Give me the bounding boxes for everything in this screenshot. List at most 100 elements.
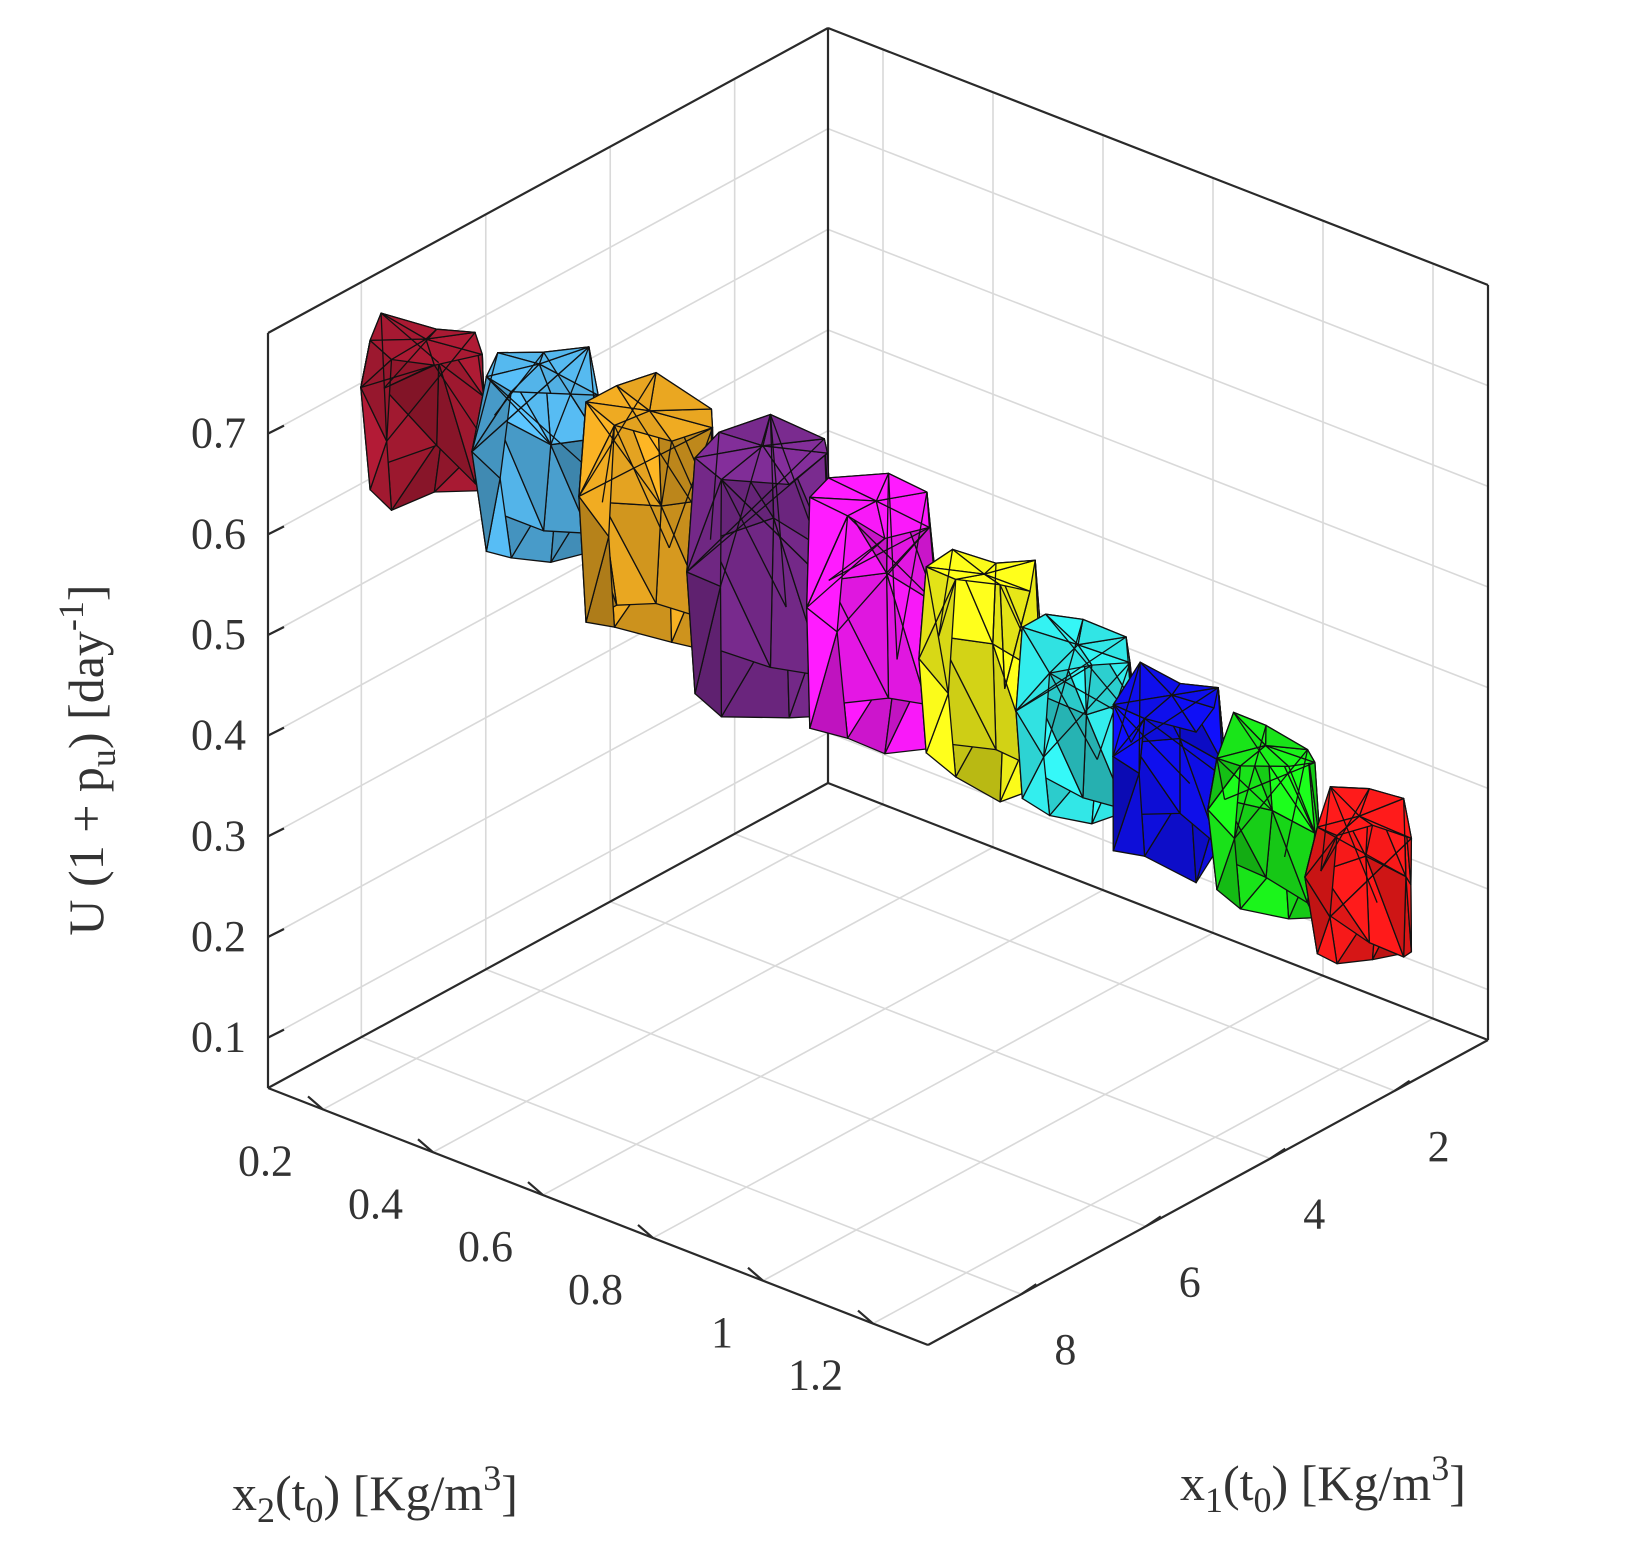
facet [585,401,651,426]
mesh-line [1138,718,1146,774]
mesh-line [1112,704,1191,784]
z-axis-title-sup: -1 [51,601,91,631]
mesh-line [578,372,657,497]
facet [1021,626,1079,674]
z-tick-mark [267,726,285,737]
mesh-line [613,425,670,549]
z-tick-label: 0.3 [191,811,246,860]
grid-line-x2-floor [322,803,884,1111]
box-edge [267,27,829,334]
x-axis-title: x1(t0) [Kg/m3] [1180,1448,1466,1520]
grid-line-z-right-wall [827,329,1489,588]
facet [925,566,985,581]
mesh-line [925,566,949,694]
mesh-line [1283,749,1309,858]
mesh-line [709,432,720,540]
facet [648,371,713,412]
solids-layer [360,312,1413,965]
x1-tick-label: 2 [1428,1122,1450,1171]
mesh-line [1138,662,1141,774]
mesh-line [1233,725,1267,839]
mesh-line [720,479,787,608]
facet [1112,694,1173,720]
mesh-line [1004,591,1031,689]
mesh-line [578,427,713,497]
x1-tick-mark [1020,1283,1037,1296]
grid-line-x1-floor [609,900,1271,1160]
z-tick-mark [267,424,285,435]
mesh-line [1329,837,1412,918]
mesh-line [386,332,476,442]
x1-tick-mark [1269,1147,1286,1160]
grid-line-x2-floor [542,889,1104,1196]
mesh-line [1234,749,1309,839]
mesh-line [938,579,957,637]
facet [485,363,540,393]
mesh-line [494,351,545,416]
mesh-line [769,414,787,608]
grid-line-x2-floor [432,846,994,1153]
mesh-line [1207,765,1241,810]
mesh-line [360,364,435,389]
mesh-line [896,491,928,660]
mesh-line [1224,761,1316,801]
mesh-line [1233,712,1316,834]
mesh-line [1207,758,1218,810]
grid-line-x1-floor [485,968,1147,1228]
grid-line-z-right-wall [827,127,1489,387]
mesh-line [360,340,371,388]
mesh-line [806,515,849,608]
mesh-line [1085,665,1093,715]
grid-line-x2-floor [872,1017,1434,1325]
mesh-line [769,414,775,519]
x2-tick-label: 0.2 [238,1136,293,1185]
z-axis-title-sub: u [83,749,123,767]
z-tick-mark [267,626,285,636]
mesh-line [887,473,898,660]
solid-series-2 [1112,661,1228,884]
mesh-line [578,401,587,497]
mesh-line [1403,798,1407,877]
mesh-line [1288,766,1321,847]
mesh-line [1216,757,1273,811]
grid-line-z-left-wall [267,731,829,1039]
x2-tick-mark [527,1181,544,1196]
mesh-line [1112,704,1132,743]
x2-tick-label: 1.2 [788,1351,843,1400]
y-axis-title: x2(t0) [Kg/m3] [232,1458,518,1530]
facet [809,496,877,517]
mesh-line [383,364,435,389]
solid-series-7 [578,371,716,653]
box-edge [827,781,1489,1042]
x2-tick-mark [857,1309,874,1325]
mesh-line [1015,664,1093,712]
box-edge [827,26,1489,287]
mesh-line [1112,687,1219,758]
z-tick-label: 0.7 [191,409,246,458]
x1-tick-mark [1145,1215,1162,1228]
mesh-line [585,401,662,507]
mesh-line [1329,786,1378,903]
x2-tick-mark [747,1266,764,1282]
grid-line-x1-floor [361,1036,1022,1295]
mesh-line [836,526,930,633]
facet [1264,724,1309,751]
z-axis-title: U (1 + pu) [day-1] [51,584,123,935]
mesh-line [1112,661,1141,757]
grid-line-x2-floor [652,932,1214,1239]
mesh-line [686,438,825,573]
grid-line-z-right-wall [827,429,1489,689]
x2-tick-label: 0.6 [458,1222,513,1271]
grid-line-x2-floor [762,975,1324,1282]
x1-tick-label: 8 [1054,1325,1076,1374]
mesh-line [1320,786,1332,872]
mesh-line [1015,636,1127,712]
x2-tick-mark [307,1095,324,1111]
solid-series-1 [1207,711,1321,920]
z-tick-label: 0.5 [191,610,246,659]
mesh-line [1043,619,1084,758]
z-tick-mark [267,1028,285,1039]
x1-tick-mark [1394,1079,1411,1092]
